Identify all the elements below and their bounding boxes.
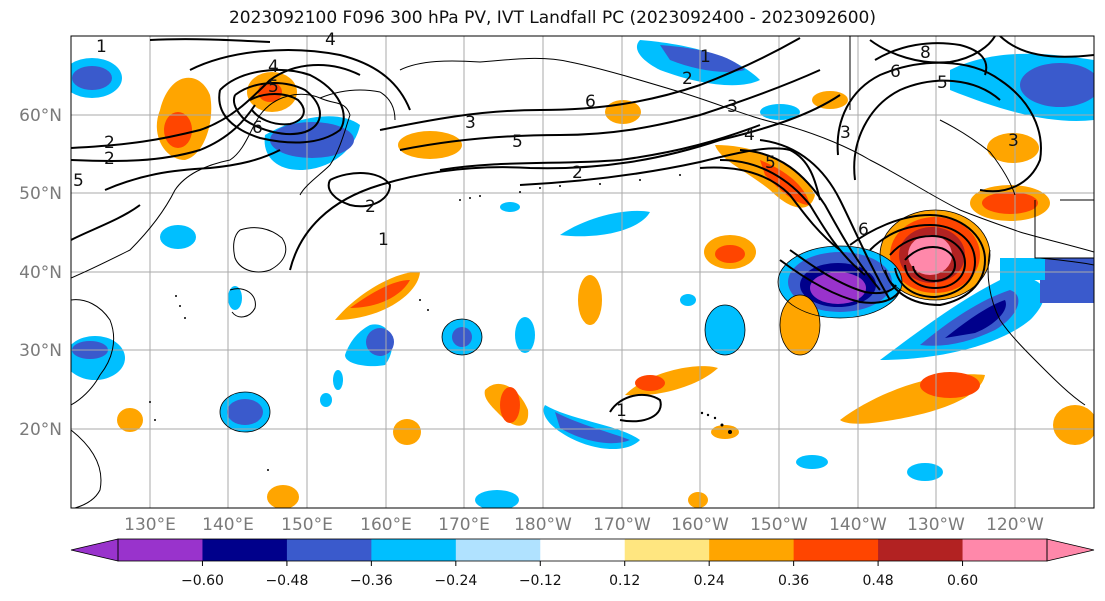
lon-label: 160°E	[360, 515, 412, 535]
colorbar-tick-label: 0.24	[694, 573, 725, 589]
svg-text:3: 3	[840, 123, 851, 143]
colorbar-cell	[371, 539, 457, 561]
colorbar-cell	[624, 539, 710, 561]
colorbar-extend-high	[1047, 539, 1094, 561]
lon-label: 140°W	[829, 515, 887, 535]
svg-text:4: 4	[268, 57, 279, 77]
svg-text:3: 3	[727, 97, 738, 117]
colorbar-tick-label: −0.24	[434, 573, 477, 589]
colorbar-cell	[878, 539, 964, 561]
island-specks	[149, 174, 732, 471]
svg-text:4: 4	[325, 30, 336, 50]
longitude-labels: 130°E 140°E 150°E 160°E 170°E 180°W 170°…	[124, 515, 1044, 535]
svg-text:5: 5	[73, 171, 84, 191]
ivt-contour-outlines	[219, 209, 991, 433]
colorbar-cell	[286, 539, 372, 561]
lon-label: 130°E	[124, 515, 176, 535]
svg-text:2: 2	[572, 163, 583, 183]
svg-text:2: 2	[682, 69, 693, 89]
lon-label: 170°E	[438, 515, 490, 535]
svg-text:5: 5	[268, 77, 279, 97]
svg-text:6: 6	[890, 62, 901, 82]
svg-text:6: 6	[858, 220, 869, 240]
svg-text:8: 8	[920, 43, 931, 63]
lon-label: 140°E	[202, 515, 254, 535]
lon-label: 120°W	[986, 515, 1044, 535]
colorbar-tick-label: −0.12	[519, 573, 562, 589]
map-frame	[70, 35, 1095, 509]
colorbar-tick-label: −0.48	[265, 573, 308, 589]
colorbar-cell	[709, 539, 795, 561]
colorbar-tick-label: 0.48	[863, 573, 894, 589]
svg-text:6: 6	[252, 118, 263, 138]
lon-label: 170°W	[593, 515, 651, 535]
colorbar-cell	[455, 539, 541, 561]
svg-text:2: 2	[104, 149, 115, 169]
colorbar-cell	[540, 539, 626, 561]
colorbar: −0.60 −0.48 −0.36 −0.24 −0.12 0.12 0.24 0.36 0.4…	[70, 538, 1095, 589]
colorbar-cell	[793, 539, 879, 561]
lon-label: 180°W	[514, 515, 572, 535]
map-title: 2023092100 F096 300 hPa PV, IVT Landfall…	[228, 8, 876, 28]
contour-labels: 1 2 2 4 5 6 4 3 5 6 1 2 3 4 5 2 2 1 3 6 …	[73, 30, 1019, 421]
colorbar-cell	[118, 539, 203, 561]
colorbar-cell	[202, 539, 288, 561]
colorbar-tick-label: −0.36	[350, 573, 393, 589]
lat-label: 40°N	[19, 263, 62, 283]
colorbar-extend-low	[71, 539, 118, 561]
lat-label: 20°N	[19, 420, 62, 440]
pv-contours	[71, 36, 1094, 423]
lat-label: 30°N	[19, 341, 62, 361]
svg-text:3: 3	[465, 113, 476, 133]
svg-text:4: 4	[744, 125, 755, 145]
lon-label: 150°E	[281, 515, 333, 535]
lat-label: 50°N	[19, 184, 62, 204]
lat-label: 60°N	[19, 106, 62, 126]
svg-text:2: 2	[365, 197, 376, 217]
colorbar-tick-label: −0.60	[181, 573, 224, 589]
lon-label: 150°W	[750, 515, 808, 535]
svg-text:1: 1	[616, 401, 627, 421]
colorbar-tick-label: 0.60	[947, 573, 978, 589]
lon-label: 130°W	[907, 515, 965, 535]
lon-label: 160°W	[671, 515, 729, 535]
graticule	[71, 36, 1094, 508]
svg-text:5: 5	[512, 132, 523, 152]
svg-text:6: 6	[585, 92, 596, 112]
latitude-labels: 60°N 50°N 40°N 30°N 20°N	[19, 106, 62, 440]
colorbar-tick-label: 0.36	[778, 573, 809, 589]
svg-text:1: 1	[700, 47, 711, 67]
svg-text:2: 2	[104, 133, 115, 153]
svg-text:1: 1	[378, 230, 389, 250]
svg-text:1: 1	[96, 37, 107, 57]
colorbar-tick-label: 0.12	[609, 573, 640, 589]
svg-text:5: 5	[937, 73, 948, 93]
colorbar-cell	[962, 539, 1048, 561]
svg-text:5: 5	[765, 153, 776, 173]
svg-text:3: 3	[1008, 131, 1019, 151]
